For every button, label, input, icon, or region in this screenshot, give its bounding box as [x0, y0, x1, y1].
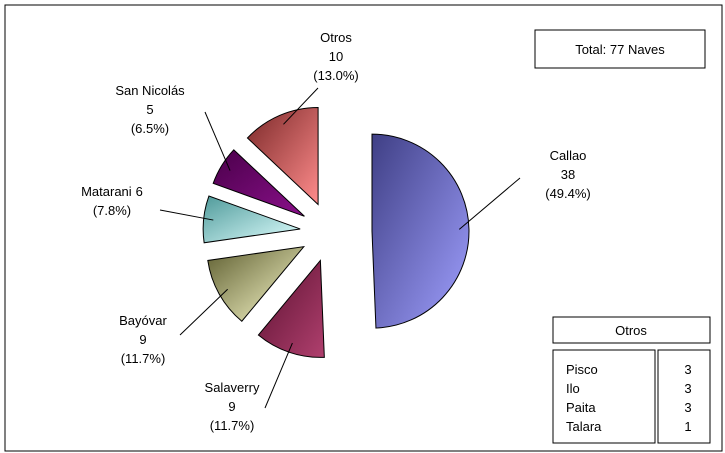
- pie-slice: [212, 149, 305, 217]
- leader-line: [159, 209, 214, 221]
- others-name: Pisco: [566, 362, 598, 377]
- slice-label: Callao 38 (49.4%): [545, 148, 591, 201]
- value-label: 6: [136, 184, 143, 199]
- percent-label: (11.7%): [210, 418, 255, 433]
- category-label: San Nicolás: [115, 83, 185, 98]
- value-label: 10: [329, 49, 343, 64]
- leader-line: [264, 342, 293, 409]
- category-label: Bayóvar: [119, 313, 167, 328]
- value-label: 9: [139, 332, 146, 347]
- slice-label: Otros 10 (13.0%): [313, 30, 359, 83]
- others-value: 3: [684, 362, 691, 377]
- others-value: 1: [684, 419, 691, 434]
- pie-slice: [371, 133, 470, 329]
- value-label: 38: [561, 167, 575, 182]
- others-title-box: [552, 316, 711, 344]
- percent-label: (13.0%): [313, 68, 359, 83]
- leader-line: [283, 87, 319, 125]
- leader-line: [179, 288, 228, 336]
- others-name: Talara: [566, 419, 602, 434]
- others-names-box: [552, 349, 656, 444]
- pie-slice: [257, 259, 325, 358]
- pie-slice: [207, 245, 306, 322]
- category-label: Matarani: [81, 184, 132, 199]
- others-value: 3: [684, 381, 691, 396]
- total-label: Total: 77 Naves: [575, 42, 665, 57]
- others-title: Otros: [615, 323, 647, 338]
- leader-line: [204, 111, 231, 171]
- value-label: 5: [146, 102, 153, 117]
- pie-slice: [202, 195, 301, 244]
- others-name: Paita: [566, 400, 596, 415]
- percent-label: (6.5%): [131, 121, 169, 136]
- others-values-box: [657, 349, 711, 444]
- total-box: [534, 29, 706, 69]
- others-name: Ilo: [566, 381, 580, 396]
- category-label: Otros: [320, 30, 352, 45]
- slice-label: Salaverry 9 (11.7%): [205, 380, 260, 433]
- value-label: 9: [228, 399, 235, 414]
- percent-label: (49.4%): [545, 186, 591, 201]
- category-label: Callao: [550, 148, 587, 163]
- slice-label: Matarani 6 (7.8%): [81, 184, 143, 218]
- slice-label: San Nicolás 5 (6.5%): [115, 83, 185, 136]
- others-value: 3: [684, 400, 691, 415]
- category-label: Salaverry: [205, 380, 260, 395]
- leader-line: [458, 177, 521, 230]
- percent-label: (7.8%): [93, 203, 131, 218]
- slice-label: Bayóvar 9 (11.7%): [119, 313, 167, 366]
- percent-label: (11.7%): [121, 351, 166, 366]
- pie-slice: [246, 106, 319, 206]
